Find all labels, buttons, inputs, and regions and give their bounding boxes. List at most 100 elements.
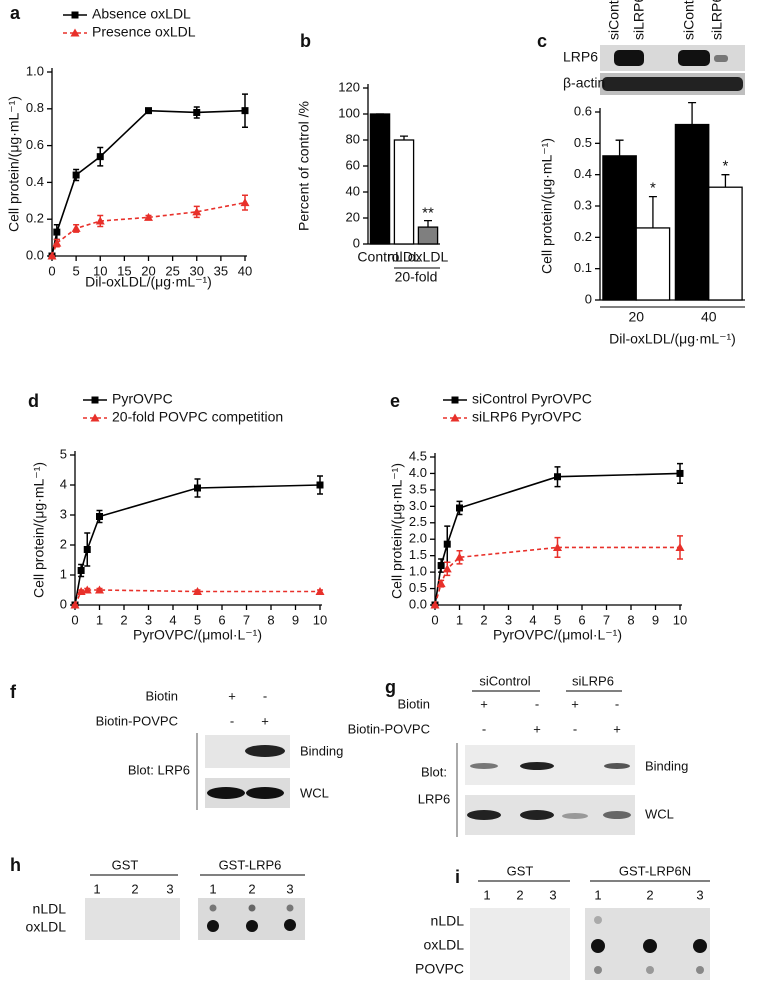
marker bbox=[442, 564, 452, 573]
marker bbox=[193, 108, 201, 116]
marker bbox=[47, 251, 57, 260]
error-bar bbox=[721, 174, 730, 188]
legend-label: Presence oxLDL bbox=[92, 24, 196, 40]
lane-label: 1 bbox=[93, 881, 100, 896]
band bbox=[520, 762, 554, 770]
legend-marker bbox=[451, 396, 459, 404]
y-tick-label: 120 bbox=[338, 79, 360, 94]
x-axis-label: Dil-oxLDL/(μg·mL⁻¹) bbox=[609, 331, 736, 347]
error-bar bbox=[648, 195, 657, 228]
x-tick-label: 25 bbox=[165, 263, 179, 278]
marker bbox=[83, 546, 91, 553]
condition-sign: + bbox=[480, 696, 488, 711]
blot-row-label: LRP6 bbox=[563, 49, 598, 65]
marker bbox=[144, 212, 153, 221]
dot bbox=[286, 904, 294, 912]
marker bbox=[436, 579, 446, 588]
row-label: Binding bbox=[300, 743, 343, 758]
panel-letter: d bbox=[28, 391, 39, 411]
band bbox=[614, 50, 644, 66]
y-tick-label: 0.0 bbox=[26, 247, 44, 262]
marker bbox=[52, 238, 62, 247]
x-tick-label: 5 bbox=[194, 612, 201, 627]
lane-label: 3 bbox=[696, 887, 703, 902]
x-tick-label: 6 bbox=[578, 612, 585, 627]
marker bbox=[192, 207, 202, 216]
condition-sign: + bbox=[228, 688, 236, 703]
panel-letter: e bbox=[390, 391, 400, 411]
y-tick-label: 3.5 bbox=[409, 481, 427, 496]
x-tick-label: 35 bbox=[214, 263, 228, 278]
marker bbox=[72, 171, 80, 179]
y-tick-label: 0.2 bbox=[26, 211, 44, 226]
y-axis-label: Cell protein/(μg·mL⁻¹) bbox=[389, 463, 405, 599]
condition-sign: + bbox=[261, 713, 269, 728]
legend-marker bbox=[91, 396, 99, 404]
panel-letter: i bbox=[455, 867, 460, 887]
series-line bbox=[51, 109, 246, 257]
lane-label: 3 bbox=[286, 881, 293, 896]
x-tick-label: 9 bbox=[292, 612, 299, 627]
y-tick-label: 4 bbox=[60, 476, 67, 491]
bar bbox=[602, 155, 637, 301]
condition-label: Biotin-POVPC bbox=[348, 721, 430, 736]
blot-label: LRP6 bbox=[418, 791, 451, 806]
marker bbox=[53, 228, 61, 236]
group-label: GST-LRP6N bbox=[619, 863, 691, 878]
lane-label: 2 bbox=[248, 881, 255, 896]
panel-letter: g bbox=[385, 677, 396, 697]
group-label: siControl bbox=[479, 673, 530, 688]
error-bar bbox=[424, 219, 432, 228]
y-tick-label: 0.0 bbox=[409, 596, 427, 611]
y-tick-label: 80 bbox=[346, 131, 360, 146]
group-label: GST bbox=[507, 863, 534, 878]
x-axis-label: Dil-oxLDL/(μg·mL⁻¹) bbox=[85, 274, 212, 290]
x-tick-label: 8 bbox=[267, 612, 274, 627]
marker bbox=[437, 562, 445, 570]
row-label: WCL bbox=[300, 785, 329, 800]
y-tick-label: 2 bbox=[60, 536, 67, 551]
band bbox=[207, 787, 245, 799]
blot-row-label: β-actin bbox=[563, 75, 605, 91]
lane-label: 2 bbox=[516, 887, 523, 902]
band bbox=[714, 55, 728, 62]
dot bbox=[594, 966, 602, 974]
x-tick-label: 10 bbox=[93, 263, 107, 278]
lane-label: 2 bbox=[131, 881, 138, 896]
y-tick-label: 0.4 bbox=[574, 166, 592, 181]
x-tick-label: 5 bbox=[554, 612, 561, 627]
y-axis-label: Cell protein/(μg·mL⁻¹) bbox=[6, 96, 22, 232]
marker bbox=[430, 600, 440, 609]
row-label: POVPC bbox=[415, 961, 464, 977]
marker bbox=[315, 587, 325, 595]
x-tick-label: 3 bbox=[145, 612, 152, 627]
bar bbox=[417, 226, 439, 245]
series-line bbox=[51, 201, 246, 257]
condition-sign: - bbox=[615, 696, 619, 711]
condition-sign: + bbox=[613, 721, 621, 736]
x-tick-label: 10 bbox=[313, 612, 327, 627]
band bbox=[470, 763, 498, 769]
marker bbox=[96, 513, 103, 520]
lane-label: 3 bbox=[549, 887, 556, 902]
lane-label: 2 bbox=[646, 887, 653, 902]
x-tick-label: 9 bbox=[652, 612, 659, 627]
x-tick-label: 15 bbox=[117, 263, 131, 278]
lane-label: 1 bbox=[209, 881, 216, 896]
condition-sign: - bbox=[230, 713, 234, 728]
x-tick-label: 0 bbox=[71, 612, 78, 627]
row-label: nLDL bbox=[33, 901, 67, 917]
x-tick-label: Control bbox=[357, 249, 402, 265]
lane-label: 3 bbox=[166, 881, 173, 896]
row-label: nLDL bbox=[431, 913, 465, 929]
dot bbox=[591, 939, 605, 953]
band bbox=[467, 810, 501, 820]
y-axis-label: Cell protein/(μg·mL⁻¹) bbox=[31, 462, 47, 598]
bar bbox=[635, 227, 671, 301]
lane-label: siLRP6 bbox=[709, 0, 725, 40]
marker bbox=[455, 552, 464, 561]
lane-label: siControl bbox=[681, 0, 697, 40]
condition-sign: + bbox=[533, 721, 541, 736]
y-tick-label: 0.2 bbox=[574, 229, 592, 244]
